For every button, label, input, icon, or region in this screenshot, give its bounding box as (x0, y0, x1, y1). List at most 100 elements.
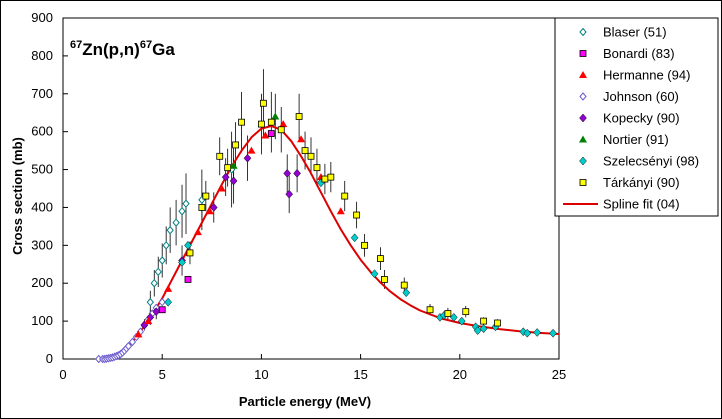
point-hermanne-94 (336, 207, 345, 215)
point-szelecs-nyi-98 (370, 269, 379, 279)
point-kopecky-90 (283, 168, 292, 178)
point-blaser-51 (146, 297, 154, 307)
point-szelecs-nyi-98 (549, 328, 557, 338)
legend-marker (579, 135, 587, 143)
point-t-rk-nyi-90 (259, 99, 267, 107)
point-t-rk-nyi-90 (202, 192, 210, 200)
point-szelecs-nyi-98 (457, 316, 466, 326)
point-szelecs-nyi-98 (164, 297, 172, 307)
x-tick-label: 5 (159, 367, 166, 382)
point-hermanne-94 (144, 317, 153, 325)
legend-entry: Nortier (91) (579, 132, 669, 147)
point-t-rk-nyi-90 (301, 147, 309, 155)
point-t-rk-nyi-90 (361, 241, 368, 249)
y-tick-label: 500 (31, 162, 53, 177)
point-t-rk-nyi-90 (267, 118, 275, 126)
point-szelecs-nyi-98 (178, 258, 186, 267)
legend-label: Spline fit (04) (603, 197, 680, 212)
point-t-rk-nyi-90 (277, 126, 285, 134)
point-bonardi-83 (184, 276, 192, 283)
legend-marker (579, 27, 587, 37)
reaction-core-a: Zn(p,n) (82, 40, 140, 59)
y-tick-label: 800 (31, 48, 53, 63)
axes: 0 5 10 15 20 25 0 100 200 300 400 500 600 700 800 900 (31, 10, 566, 382)
legend-entry: Szelecsényi (98) (579, 154, 699, 169)
point-szelecs-nyi-98 (523, 328, 532, 338)
legend-entry: Kopecky (90) (579, 111, 680, 126)
point-szelecs-nyi-98 (473, 326, 482, 335)
legend-marker (579, 92, 587, 101)
point-t-rk-nyi-90 (426, 306, 434, 314)
legend-label: Hermanne (94) (603, 68, 690, 83)
y-tick-label: 700 (31, 86, 53, 101)
point-t-rk-nyi-90 (321, 175, 329, 183)
x-tick-label: 25 (552, 367, 566, 382)
legend-marker (579, 71, 587, 78)
legend-marker (579, 156, 587, 166)
legend-label: Bonardi (83) (603, 46, 675, 61)
point-t-rk-nyi-90 (224, 164, 232, 172)
point-hermanne-94 (247, 146, 256, 154)
legend-label: Kopecky (90) (603, 111, 680, 126)
point-hermanne-94 (297, 135, 306, 143)
reaction-mass-b: 67 (140, 39, 152, 51)
legend-marker (579, 50, 587, 57)
point-t-rk-nyi-90 (257, 120, 265, 128)
point-t-rk-nyi-90 (232, 141, 240, 149)
point-t-rk-nyi-90 (381, 276, 388, 283)
y-tick-label: 300 (31, 237, 53, 252)
point-kopecky-90 (285, 189, 294, 199)
point-t-rk-nyi-90 (494, 319, 501, 327)
point-nortier-91 (271, 112, 280, 120)
point-szelecs-nyi-98 (450, 312, 458, 322)
point-blaser-51 (154, 267, 162, 277)
x-tick-label: 15 (353, 367, 367, 382)
legend-entry: Johnson (60) (579, 89, 679, 104)
point-t-rk-nyi-90 (400, 281, 408, 289)
point-kopecky-90 (229, 176, 238, 186)
legend-entry: Bonardi (83) (579, 46, 675, 61)
legend-label: Johnson (60) (603, 89, 679, 104)
point-kopecky-90 (209, 203, 218, 212)
y-tick-label: 900 (31, 10, 53, 25)
point-hermanne-94 (134, 330, 143, 338)
reaction-label: 67Zn(p,n)67Ga (70, 39, 175, 59)
x-tick-label: 20 (453, 367, 467, 382)
legend-entry: Blaser (51) (579, 25, 667, 40)
reaction-mass-a: 67 (70, 39, 82, 51)
legend-entry: Tárkányi (90) (579, 175, 680, 190)
point-blaser-51 (182, 199, 190, 208)
point-blaser-51 (150, 278, 158, 288)
y-tick-label: 600 (31, 124, 53, 139)
point-t-rk-nyi-90 (462, 308, 470, 316)
y-axis-title: Cross section (mb) (10, 137, 25, 255)
point-hermanne-94 (217, 184, 226, 192)
plot-area (62, 17, 560, 360)
reaction-core-b: Ga (152, 40, 175, 59)
point-szelecs-nyi-98 (402, 288, 411, 298)
y-tick-label: 200 (31, 275, 53, 290)
point-kopecky-90 (293, 168, 301, 178)
legend-label: Szelecsényi (98) (603, 154, 699, 169)
point-szelecs-nyi-98 (184, 240, 192, 250)
y-tick-label: 400 (31, 199, 53, 214)
x-tick-label: 10 (254, 367, 268, 382)
point-szelecs-nyi-98 (533, 328, 542, 337)
point-t-rk-nyi-90 (444, 310, 452, 317)
point-johnson-60 (158, 297, 166, 307)
point-hermanne-94 (279, 120, 288, 128)
point-szelecs-nyi-98 (350, 233, 359, 243)
point-t-rk-nyi-90 (186, 249, 194, 257)
point-nortier-91 (229, 161, 238, 169)
point-hermanne-94 (261, 131, 270, 139)
point-blaser-51 (162, 241, 170, 250)
x-tick-label: 0 (59, 367, 66, 382)
point-t-rk-nyi-90 (480, 317, 488, 325)
point-hermanne-94 (164, 284, 173, 292)
legend-marker (579, 179, 587, 186)
point-kopecky-90 (243, 153, 252, 163)
legend-entry: Spline fit (04) (563, 197, 680, 212)
data-markers (95, 99, 557, 364)
point-t-rk-nyi-90 (198, 204, 206, 211)
point-t-rk-nyi-90 (327, 173, 335, 181)
